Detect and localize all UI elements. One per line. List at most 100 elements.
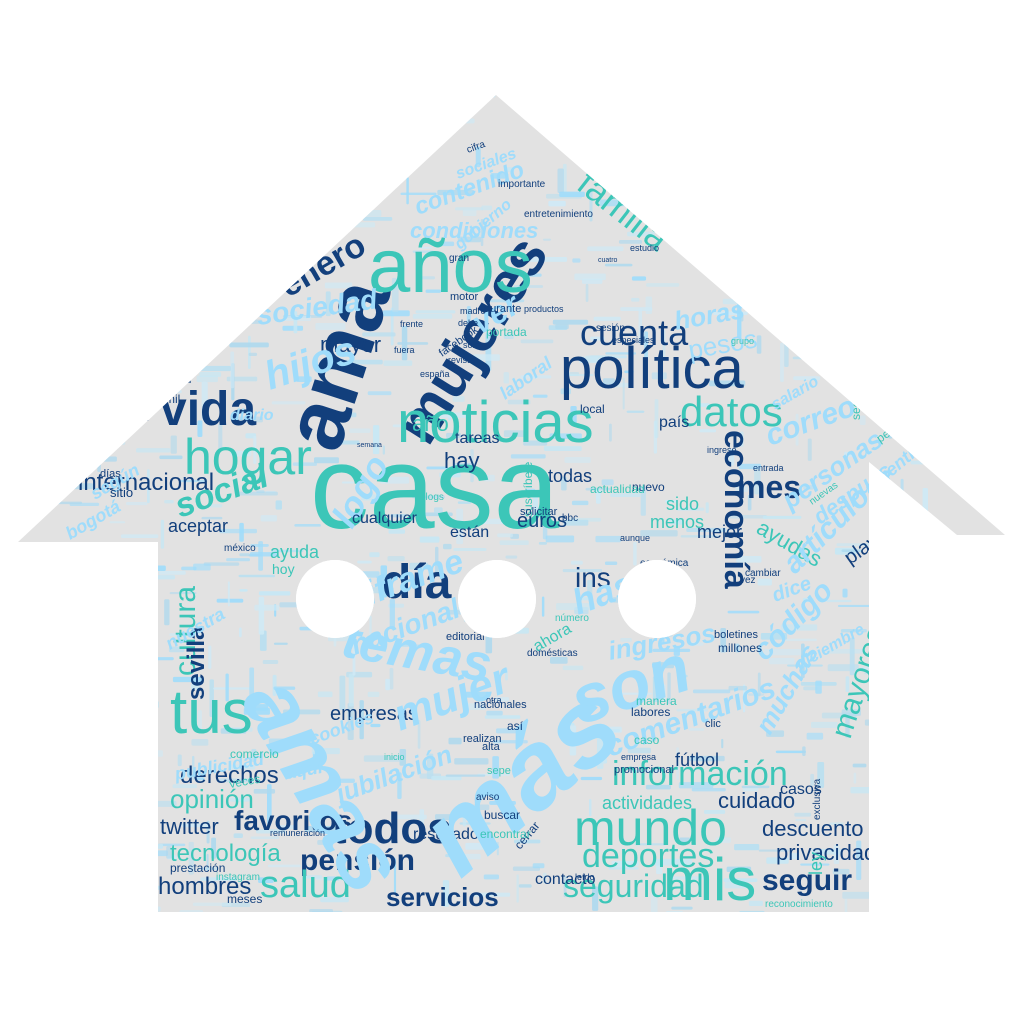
- texture-mark: [836, 543, 872, 547]
- texture-mark: [560, 388, 571, 395]
- texture-mark: [689, 755, 725, 762]
- texture-mark: [728, 448, 735, 466]
- texture-mark: [317, 839, 331, 845]
- texture-mark: [279, 602, 300, 608]
- word-126: blogs: [420, 492, 444, 503]
- texture-mark: [652, 648, 691, 652]
- texture-mark: [618, 240, 643, 244]
- texture-mark: [397, 772, 402, 800]
- texture-mark: [734, 843, 760, 851]
- texture-mark: [200, 877, 237, 881]
- texture-mark: [230, 450, 252, 457]
- texture-mark: [197, 420, 203, 438]
- texture-mark: [523, 440, 548, 446]
- texture-mark: [633, 541, 637, 566]
- texture-mark: [258, 596, 265, 635]
- texture-mark: [542, 872, 547, 884]
- texture-mark: [570, 560, 583, 565]
- texture-mark: [628, 770, 666, 773]
- texture-mark: [622, 377, 625, 410]
- texture-mark: [595, 535, 621, 543]
- texture-mark: [426, 753, 434, 780]
- texture-mark: [802, 746, 806, 756]
- texture-mark: [627, 747, 651, 754]
- texture-mark: [856, 840, 862, 880]
- texture-mark: [850, 786, 875, 794]
- word-166: gran: [449, 253, 469, 264]
- texture-mark: [650, 892, 658, 912]
- word-43: ayuda: [270, 542, 320, 562]
- word-124: actualidad: [590, 482, 645, 496]
- texture-mark: [692, 689, 731, 694]
- texture-mark: [512, 273, 542, 277]
- texture-mark: [739, 431, 744, 447]
- texture-mark: [459, 822, 491, 825]
- word-117: sitio: [110, 485, 133, 500]
- texture-mark: [738, 463, 762, 470]
- texture-mark: [802, 597, 814, 603]
- word-14: mayor: [320, 332, 381, 357]
- texture-mark: [425, 289, 442, 293]
- word-106: nuevo: [632, 480, 665, 494]
- texture-mark: [557, 168, 564, 193]
- texture-mark: [385, 678, 390, 691]
- texture-mark: [192, 902, 232, 906]
- word-54: aceptar: [168, 516, 228, 536]
- texture-mark: [417, 719, 421, 749]
- texture-mark: [326, 876, 340, 881]
- texture-mark: [811, 721, 838, 728]
- word-156: méxico: [224, 543, 256, 554]
- texture-mark: [541, 596, 545, 617]
- texture-mark: [697, 403, 711, 407]
- texture-mark: [785, 638, 817, 642]
- texture-mark: [679, 674, 688, 678]
- texture-mark: [439, 472, 461, 478]
- texture-mark: [516, 874, 519, 903]
- texture-mark: [793, 376, 821, 381]
- word-122: entrada: [753, 463, 784, 473]
- word-5: noticias: [397, 390, 594, 455]
- texture-mark: [494, 697, 510, 702]
- texture-mark: [686, 527, 727, 533]
- texture-mark: [735, 643, 740, 653]
- word-64: tareas: [455, 430, 499, 447]
- texture-mark: [462, 808, 467, 827]
- texture-mark: [412, 512, 453, 517]
- texture-mark: [506, 167, 515, 172]
- texture-mark: [197, 710, 202, 734]
- texture-mark: [370, 723, 381, 728]
- texture-mark: [172, 784, 197, 789]
- texture-mark: [728, 515, 768, 519]
- word-125: suscríbete: [521, 461, 535, 517]
- texture-mark: [688, 642, 704, 646]
- texture-mark: [152, 800, 177, 807]
- texture-mark: [688, 728, 705, 731]
- word-111: portada: [486, 325, 527, 339]
- texture-mark: [372, 425, 380, 455]
- texture-mark: [542, 238, 552, 241]
- texture-mark: [483, 474, 495, 482]
- texture-mark: [181, 823, 210, 828]
- texture-mark: [593, 316, 621, 321]
- word-133: millones: [718, 641, 762, 655]
- texture-mark: [549, 433, 582, 440]
- texture-mark: [810, 773, 815, 786]
- texture-mark: [367, 691, 380, 698]
- word-132: domésticas: [527, 648, 578, 659]
- word-148: instagram: [216, 872, 260, 883]
- word-151: leído: [575, 872, 595, 882]
- word-11: mes: [737, 469, 801, 505]
- word-0: casa: [310, 422, 560, 554]
- texture-mark: [691, 787, 726, 792]
- word-137: clic: [705, 718, 721, 730]
- texture-mark: [645, 784, 671, 790]
- texture-mark: [532, 863, 545, 869]
- word-3: años: [368, 224, 533, 309]
- texture-mark: [179, 479, 208, 483]
- texture-mark: [282, 325, 304, 331]
- word-21: sevilla: [183, 626, 210, 700]
- word-92: diario: [230, 407, 274, 424]
- word-28: derechos: [180, 762, 279, 789]
- word-16: internacional: [78, 469, 214, 496]
